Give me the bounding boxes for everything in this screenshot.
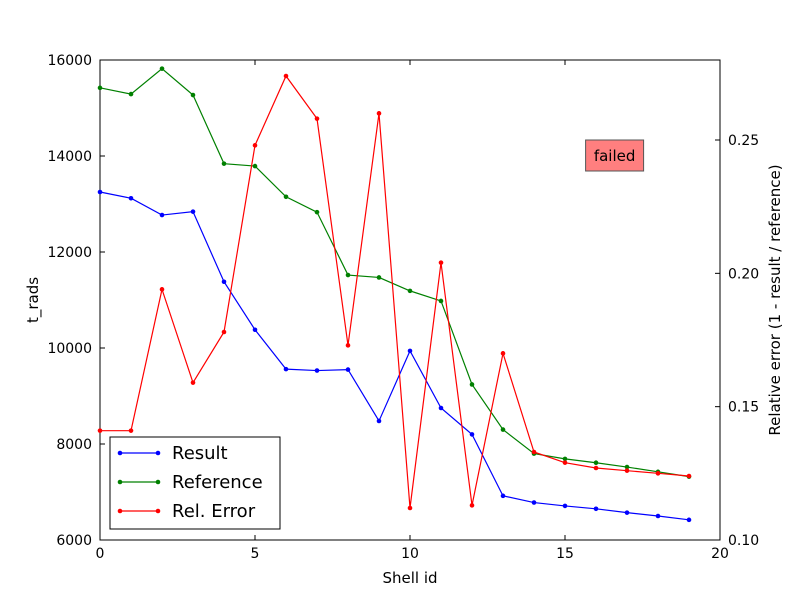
rel-error-series-line: [100, 74, 690, 509]
result-point: [469, 432, 475, 437]
reference-point: [314, 209, 320, 215]
x-ticks: 0 5 10 15 20: [96, 60, 729, 562]
legend-label-reference: Reference: [172, 472, 263, 493]
rel-error-point: [593, 465, 599, 471]
reference-point: [469, 382, 475, 387]
y-right-tick-label: 0.20: [728, 266, 759, 282]
rel-error-point: [376, 111, 382, 116]
legend-label-result: Result: [172, 443, 228, 464]
result-series-line: [99, 191, 690, 521]
x-tick-label: 0: [96, 546, 105, 562]
y-right-tick-label: 0.10: [728, 533, 759, 549]
rel-error-point: [314, 116, 320, 121]
result-point: [159, 212, 165, 218]
x-tick-label: 5: [251, 546, 260, 562]
y-right-axis-label: Relative error (1 - result / reference): [766, 164, 784, 435]
x-tick-label: 15: [556, 546, 574, 562]
y-right-ticks: 0.10 0.15 0.20 0.25: [715, 133, 759, 549]
y-left-tick-label: 14000: [47, 149, 92, 165]
reference-point: [593, 460, 599, 466]
rel-error-point: [283, 73, 289, 79]
reference-point: [562, 456, 568, 462]
reference-point: [252, 163, 258, 169]
rel-error-point: [407, 505, 413, 511]
legend: Result Reference Rel. Error: [109, 436, 281, 530]
reference-point: [438, 298, 444, 304]
result-point: [500, 493, 506, 499]
x-axis-label: Shell id: [382, 569, 437, 587]
y-left-tick-label: 10000: [47, 341, 92, 357]
y-left-tick-label: 12000: [47, 245, 92, 261]
legend-marker-result: [155, 450, 161, 456]
result-point: [283, 366, 289, 372]
y-right-tick-label: 0.15: [728, 400, 759, 416]
result-point: [376, 418, 382, 424]
reference-point: [221, 161, 227, 166]
rel-error-point: [438, 260, 444, 265]
y-left-tick-label: 6000: [56, 533, 92, 549]
rel-error-point: [97, 428, 103, 433]
reference-series-line: [99, 67, 690, 478]
result-point: [686, 517, 692, 523]
y-right-tick-label: 0.25: [728, 133, 759, 149]
rel-error-point: [159, 287, 165, 292]
legend-marker-reference: [155, 479, 161, 485]
result-point: [655, 513, 661, 519]
result-point: [97, 189, 103, 195]
rel-error-point: [655, 471, 661, 476]
legend-label-rel-error: Rel. Error: [172, 501, 256, 522]
result-point: [221, 279, 227, 285]
reference-point: [376, 275, 382, 280]
rel-error-point: [562, 460, 568, 465]
result-point: [407, 348, 413, 354]
legend-marker-rel-error: [155, 508, 161, 514]
y-left-ticks: 6000 8000 10000 12000 14000 16000: [47, 53, 105, 549]
rel-error-point: [500, 351, 506, 356]
rel-error-point: [469, 503, 475, 508]
result-point: [128, 195, 134, 201]
reference-point: [159, 66, 165, 71]
reference-point: [97, 85, 103, 91]
reference-point: [128, 91, 134, 97]
reference-point: [345, 272, 351, 278]
y-axis-label: t_rads: [24, 277, 43, 323]
rel-error-point: [252, 143, 258, 148]
result-point: [624, 510, 630, 515]
reference-point: [283, 194, 289, 200]
result-point: [190, 209, 196, 214]
result-point: [438, 405, 444, 411]
failed-annotation: failed: [585, 139, 645, 172]
rel-error-point: [345, 343, 351, 348]
legend-marker-rel-error: [117, 508, 123, 514]
result-point: [593, 506, 599, 512]
rel-error-point: [221, 329, 227, 335]
rel-error-point: [190, 380, 196, 385]
result-point: [314, 368, 320, 373]
legend-box: [109, 436, 281, 530]
rel-error-point: [686, 473, 692, 479]
y-left-tick-label: 8000: [56, 437, 92, 453]
rel-error-point: [128, 428, 134, 433]
reference-point: [500, 427, 506, 432]
legend-marker-result: [117, 450, 123, 456]
failed-annotation-text: failed: [594, 147, 636, 165]
reference-point: [190, 92, 196, 98]
rel-error-point: [624, 468, 630, 473]
reference-point: [624, 464, 630, 470]
legend-marker-reference: [117, 479, 123, 485]
x-tick-label: 10: [401, 546, 419, 562]
reference-point: [407, 288, 413, 294]
result-point: [345, 367, 351, 372]
result-point: [531, 500, 537, 505]
series-layer: [97, 66, 692, 523]
rel-error-point: [531, 449, 537, 455]
failed-annotation-box: [585, 139, 645, 172]
x-tick-label: 20: [711, 546, 729, 562]
result-point: [562, 503, 568, 509]
y-left-tick-label: 16000: [47, 53, 92, 69]
result-point: [252, 327, 258, 333]
